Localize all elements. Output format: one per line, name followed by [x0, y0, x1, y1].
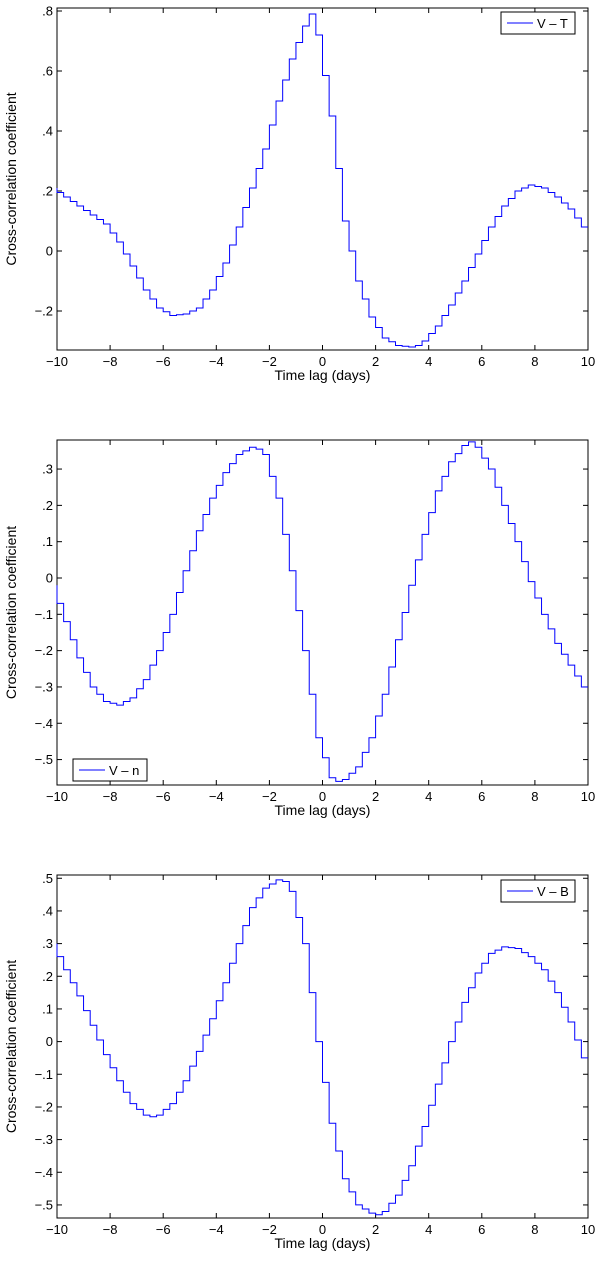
x-tick-label: 10 [581, 354, 595, 369]
chart-panel-3: −10 −8 −6 −4 −2 0 2 4 6 8 10 −.5 −.4 −.3 −.2 −.1 0 .1 .2 .3… [3, 871, 595, 1251]
y-tick-label: −.2 [35, 304, 53, 319]
x-tick-label: 6 [478, 1222, 485, 1237]
x-tick-label: 8 [531, 354, 538, 369]
chart-panel-2: −10 −8 −6 −4 −2 0 2 4 6 8 10 −.5 −.4 −.3 −.2 −.1 0 .1 .2 .3… [3, 439, 595, 818]
x-tick-label: −2 [262, 789, 277, 804]
x-tick-label: −10 [46, 354, 68, 369]
x-tick-label: −6 [156, 1222, 171, 1237]
y-tick-label: .8 [42, 4, 53, 19]
x-tick-label: −8 [103, 354, 118, 369]
y-tick-label: −.3 [35, 679, 53, 694]
y-tick-label: −.5 [35, 752, 53, 767]
y-tick-label: .3 [42, 462, 53, 477]
x-axis-title: Time lag (days) [275, 367, 371, 383]
x-tick-label: 4 [425, 354, 432, 369]
x-tick-label: 4 [425, 789, 432, 804]
y-tick-label: 0 [46, 571, 53, 586]
legend-label: V – n [109, 763, 139, 778]
x-tick-label: −4 [209, 354, 224, 369]
x-tick-label: 6 [478, 789, 485, 804]
series-line-1 [56, 441, 588, 782]
y-tick-label: .2 [42, 498, 53, 513]
legend-box [500, 879, 576, 903]
x-tick-label: 0 [319, 354, 326, 369]
y-tick-label: .6 [42, 64, 53, 79]
x-tick-label: −2 [262, 1222, 277, 1237]
y-tick-label: −.4 [35, 1165, 53, 1180]
y-tick-label: −.1 [35, 607, 53, 622]
x-tick-label: −2 [262, 354, 277, 369]
legend: V – B [500, 879, 576, 903]
x-tick-label: 2 [372, 354, 379, 369]
x-tick-label: 10 [581, 1222, 595, 1237]
y-tick-label: 0 [46, 244, 53, 259]
y-tick-label: 0 [46, 1034, 53, 1049]
x-tick-label: −4 [209, 1222, 224, 1237]
x-tick-label: 8 [531, 789, 538, 804]
y-tick-label: −.3 [35, 1132, 53, 1147]
x-tick-label: 2 [372, 789, 379, 804]
y-tick-label: .1 [42, 1001, 53, 1016]
x-tick-label: 2 [372, 1222, 379, 1237]
x-axis-title: Time lag (days) [275, 1235, 371, 1251]
series-line-1 [56, 879, 588, 1216]
legend: V – T [500, 11, 576, 35]
x-tick-label: 0 [319, 789, 326, 804]
x-tick-label: −6 [156, 789, 171, 804]
y-tick-label: −.2 [35, 643, 53, 658]
chart-panel-1: −10 −8 −6 −4 −2 0 2 4 6 8 10 −.2 0 .2 .4 .6 .8 Time lag (… [3, 4, 595, 384]
y-tick-label: −.4 [35, 716, 53, 731]
x-axis-title: Time lag (days) [275, 802, 371, 818]
x-tick-label: −8 [103, 789, 118, 804]
legend-box [72, 758, 148, 782]
y-tick-label: −.1 [35, 1067, 53, 1082]
x-tick-label: −10 [46, 789, 68, 804]
y-axis-title: Cross-correlation coefficient [3, 526, 19, 699]
x-tick-label: −4 [209, 789, 224, 804]
legend: V – n [72, 758, 148, 782]
x-tick-label: 0 [319, 1222, 326, 1237]
y-tick-label: −.5 [35, 1197, 53, 1212]
y-tick-label: .2 [42, 184, 53, 199]
series-line-1 [56, 13, 588, 348]
y-tick-label: .1 [42, 534, 53, 549]
y-axis-title: Cross-correlation coefficient [3, 92, 19, 265]
legend-label: V – T [537, 16, 568, 31]
x-tick-label: 6 [478, 354, 485, 369]
y-tick-label: .4 [42, 124, 53, 139]
axes-frame [56, 439, 589, 786]
x-tick-label: −10 [46, 1222, 68, 1237]
legend-box [500, 11, 576, 35]
y-tick-label: −.2 [35, 1099, 53, 1114]
x-tick-label: 8 [531, 1222, 538, 1237]
x-tick-label: −8 [103, 1222, 118, 1237]
y-tick-label: .3 [42, 936, 53, 951]
y-tick-label: .4 [42, 903, 53, 918]
y-tick-label: .5 [42, 871, 53, 886]
x-tick-label: 10 [581, 789, 595, 804]
legend-label: V – B [537, 884, 569, 899]
x-tick-label: 4 [425, 1222, 432, 1237]
x-tick-label: −6 [156, 354, 171, 369]
y-tick-label: .2 [42, 969, 53, 984]
y-axis-title: Cross-correlation coefficient [3, 960, 19, 1133]
